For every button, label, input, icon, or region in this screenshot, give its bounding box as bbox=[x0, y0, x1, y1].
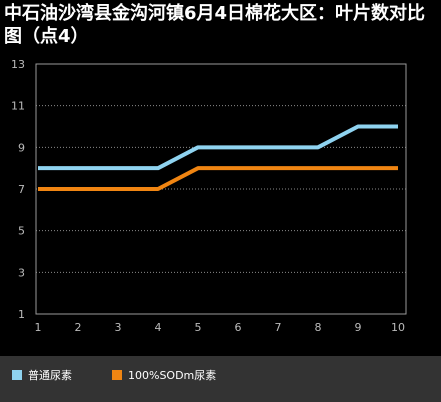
x-tick-label: 5 bbox=[195, 321, 202, 334]
x-tick-label: 1 bbox=[35, 321, 42, 334]
legend-item-series-1: 普通尿素 bbox=[12, 368, 72, 382]
y-tick-label: 7 bbox=[18, 183, 25, 196]
legend-swatch-series-1 bbox=[12, 370, 22, 380]
legend-label-series-2: 100%SODm尿素 bbox=[128, 369, 217, 382]
x-tick-label: 6 bbox=[235, 321, 242, 334]
x-axis-ticks: 1 2 3 4 5 6 7 8 9 10 bbox=[35, 321, 406, 334]
legend-swatch-series-2 bbox=[112, 370, 122, 380]
x-tick-label: 2 bbox=[75, 321, 82, 334]
y-tick-label: 3 bbox=[18, 266, 25, 279]
series-lines bbox=[38, 124, 398, 191]
y-tick-label: 13 bbox=[11, 58, 25, 71]
x-tick-label: 4 bbox=[155, 321, 162, 334]
y-tick-label: 11 bbox=[11, 100, 25, 113]
x-tick-label: 7 bbox=[275, 321, 282, 334]
legend-item-series-2: 100%SODm尿素 bbox=[112, 368, 216, 382]
x-tick-label: 9 bbox=[355, 321, 362, 334]
series-line-2 bbox=[38, 166, 398, 191]
y-tick-label: 1 bbox=[18, 308, 25, 321]
y-tick-label: 9 bbox=[18, 141, 25, 154]
x-tick-label: 10 bbox=[391, 321, 405, 334]
y-tick-label: 5 bbox=[18, 225, 25, 238]
plot-frame bbox=[35, 63, 407, 315]
x-tick-label: 8 bbox=[315, 321, 322, 334]
series-line-1 bbox=[38, 124, 398, 171]
legend: 普通尿素 100%SODm尿素 bbox=[0, 356, 441, 402]
legend-label-series-1: 普通尿素 bbox=[28, 369, 72, 382]
x-tick-label: 3 bbox=[115, 321, 122, 334]
chart-title: 中石油沙湾县金沟河镇6月4日棉花大区：叶片数对比图（点4） bbox=[4, 3, 426, 47]
